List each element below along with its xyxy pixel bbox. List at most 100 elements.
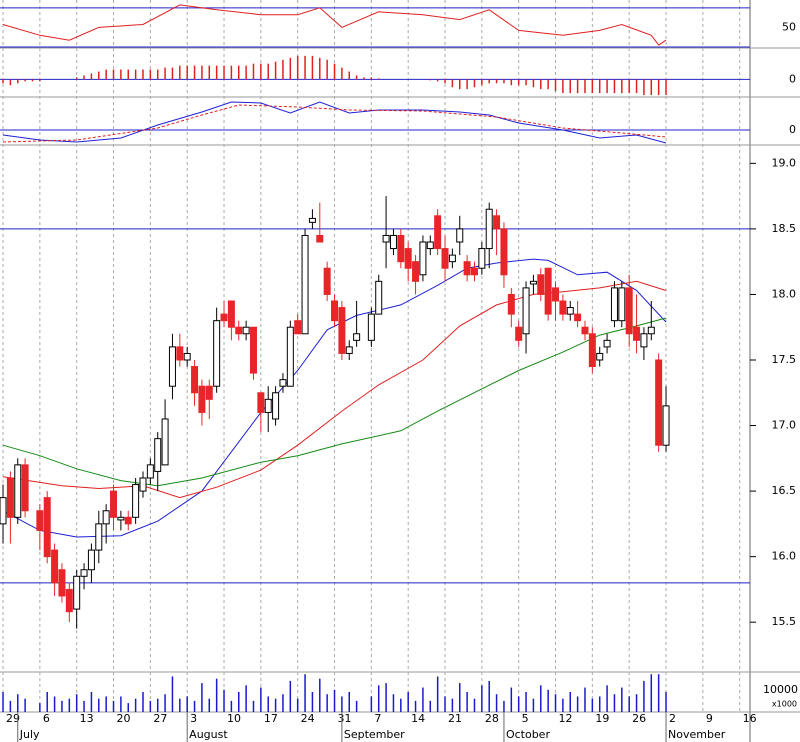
candle-body bbox=[168, 346, 176, 387]
candle-body bbox=[294, 320, 302, 335]
candle-body bbox=[412, 261, 420, 282]
x-tick-label: 27 bbox=[153, 712, 167, 725]
macd-line bbox=[2, 104, 667, 143]
moving-average bbox=[2, 317, 667, 487]
x-tick-label: 13 bbox=[80, 712, 94, 725]
candle-body bbox=[485, 208, 493, 250]
y-tick-label: 18.0 bbox=[772, 287, 797, 300]
candle-body bbox=[419, 241, 427, 276]
x-tick-label: 20 bbox=[117, 712, 131, 725]
month-label: November bbox=[668, 728, 726, 741]
x-tick-label: 5 bbox=[522, 712, 529, 725]
y-tick-label: 15.5 bbox=[772, 615, 797, 628]
candle-body bbox=[610, 287, 618, 322]
macd-line bbox=[2, 101, 667, 144]
candle-body bbox=[176, 346, 184, 361]
candle-body bbox=[537, 274, 545, 295]
y-tick-label: 17.0 bbox=[772, 419, 797, 432]
candle-body bbox=[117, 516, 125, 521]
candle-body bbox=[227, 300, 235, 328]
candle-body bbox=[493, 215, 501, 230]
y-tick-label: 0 bbox=[789, 72, 796, 85]
y-tick-label: 10000 bbox=[763, 683, 798, 696]
month-label: July bbox=[19, 728, 40, 741]
candle-body bbox=[596, 352, 604, 361]
month-label: August bbox=[189, 728, 228, 741]
month-label: September bbox=[344, 728, 405, 741]
x-tick-label: 21 bbox=[448, 712, 462, 725]
candle-body bbox=[279, 379, 287, 387]
candle-body bbox=[404, 248, 412, 269]
candle-body bbox=[146, 464, 154, 479]
candle-body bbox=[552, 287, 560, 302]
candle-body bbox=[257, 392, 265, 413]
candle-body bbox=[662, 405, 670, 446]
x-tick-label: 7 bbox=[374, 712, 381, 725]
candle-body bbox=[522, 287, 530, 335]
candle-body bbox=[470, 267, 478, 276]
candle-body bbox=[51, 549, 59, 584]
candle-body bbox=[426, 241, 434, 250]
candle-body bbox=[382, 234, 390, 243]
candle-body bbox=[507, 293, 515, 315]
candle-body bbox=[323, 267, 331, 295]
x-tick-label: 14 bbox=[411, 712, 425, 725]
candle-body bbox=[316, 234, 324, 243]
candle-body bbox=[58, 569, 66, 597]
candle-body bbox=[338, 307, 346, 354]
candle-body bbox=[191, 366, 199, 394]
candle-body bbox=[463, 261, 471, 276]
candle-body bbox=[80, 569, 88, 577]
candle-body bbox=[264, 398, 272, 413]
candle-body bbox=[566, 307, 574, 315]
candle-body bbox=[161, 418, 169, 466]
candle-body bbox=[198, 385, 206, 413]
candle-body bbox=[640, 333, 648, 348]
y-tick-label: 0 bbox=[789, 123, 796, 136]
candle-body bbox=[110, 490, 118, 518]
x-tick-label: 10 bbox=[227, 712, 241, 725]
candle-body bbox=[0, 497, 7, 525]
x-tick-label: 24 bbox=[301, 712, 315, 725]
candle-body bbox=[331, 300, 339, 322]
candle-body bbox=[574, 313, 582, 322]
x-tick-label: 6 bbox=[43, 712, 50, 725]
candle-body bbox=[87, 549, 95, 571]
candle-body bbox=[249, 326, 257, 374]
y-tick-label: 19.0 bbox=[772, 156, 797, 169]
candle-body bbox=[36, 510, 44, 531]
x-tick-label: 31 bbox=[338, 712, 352, 725]
candle-body bbox=[14, 464, 22, 518]
candle-body bbox=[132, 484, 140, 518]
candle-body bbox=[647, 326, 655, 335]
y-tick-label: 16.5 bbox=[772, 484, 797, 497]
candle-body bbox=[183, 352, 191, 361]
x-tick-label: 28 bbox=[485, 712, 499, 725]
x-tick-label: 3 bbox=[190, 712, 197, 725]
x-tick-label: 29 bbox=[6, 712, 20, 725]
x-tick-label: 12 bbox=[559, 712, 573, 725]
month-label: October bbox=[506, 728, 550, 741]
candle-body bbox=[154, 438, 162, 472]
candle-body bbox=[448, 254, 456, 263]
candle-body bbox=[205, 385, 213, 400]
candle-body bbox=[544, 267, 552, 315]
candle-body bbox=[478, 248, 486, 269]
candle-body bbox=[286, 326, 294, 387]
candle-body bbox=[353, 333, 361, 341]
candle-body bbox=[633, 326, 641, 341]
x-tick-label: 9 bbox=[706, 712, 713, 725]
candle-body bbox=[529, 280, 537, 285]
candle-body bbox=[389, 234, 397, 250]
candle-body bbox=[367, 313, 375, 341]
candle-body bbox=[139, 477, 147, 492]
x-tick-label: 17 bbox=[264, 712, 278, 725]
candle-body bbox=[65, 588, 73, 613]
candle-body bbox=[301, 234, 309, 335]
candle-body bbox=[6, 477, 14, 518]
candle-body bbox=[308, 217, 316, 223]
x-tick-label: 26 bbox=[632, 712, 646, 725]
y-tick-label: 17.5 bbox=[772, 353, 797, 366]
